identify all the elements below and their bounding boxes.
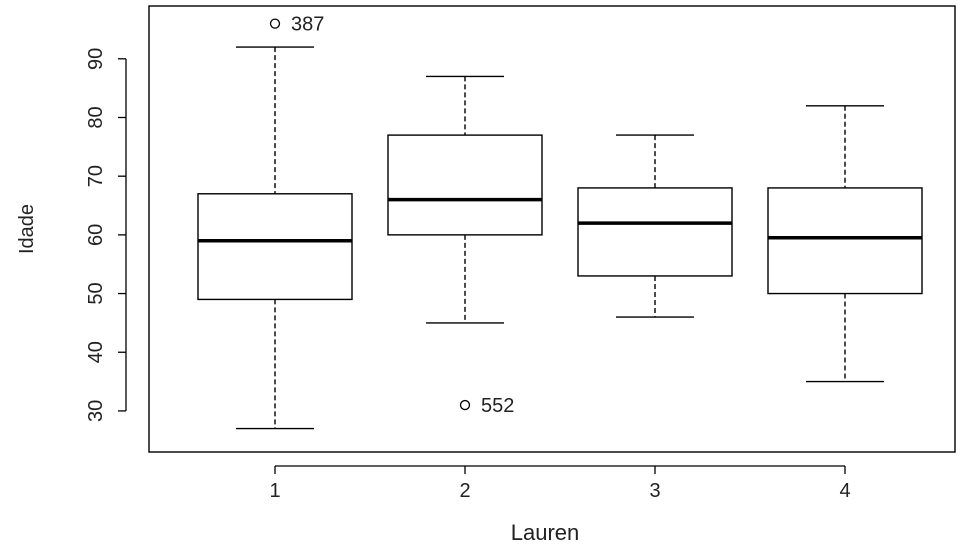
iqr-box — [767, 187, 923, 295]
x-tick-label: 1 — [269, 480, 280, 502]
x-tick-label: 3 — [649, 480, 660, 502]
boxes-layer — [197, 46, 923, 430]
outlier-label: 552 — [481, 395, 514, 417]
outlier-point — [269, 18, 281, 29]
x-tick-label: 2 — [459, 480, 470, 502]
box-2 — [387, 75, 543, 324]
y-axis: 30 40 50 60 70 80 90 — [85, 48, 127, 422]
y-axis-label: Idade — [16, 204, 38, 254]
y-tick-label: 50 — [85, 282, 107, 304]
box-4 — [767, 105, 923, 383]
x-tick-label: 4 — [839, 480, 850, 502]
outliers-layer: 387 552 — [269, 14, 514, 417]
box-1 — [197, 46, 353, 430]
iqr-box — [387, 134, 543, 236]
y-tick-label: 70 — [85, 165, 107, 187]
x-axis: 1 2 3 4 — [269, 465, 851, 502]
y-tick-label: 90 — [85, 48, 107, 70]
outlier-point — [459, 399, 471, 411]
box-3 — [577, 134, 733, 318]
x-axis-label: Lauren — [511, 520, 580, 545]
iqr-box — [197, 193, 353, 301]
outlier-label: 387 — [291, 14, 324, 36]
y-tick-label: 30 — [85, 400, 107, 422]
y-tick-label: 60 — [85, 224, 107, 246]
y-tick-label: 80 — [85, 106, 107, 128]
plot-frame — [148, 5, 956, 453]
iqr-box — [577, 187, 733, 277]
y-tick-label: 40 — [85, 341, 107, 363]
